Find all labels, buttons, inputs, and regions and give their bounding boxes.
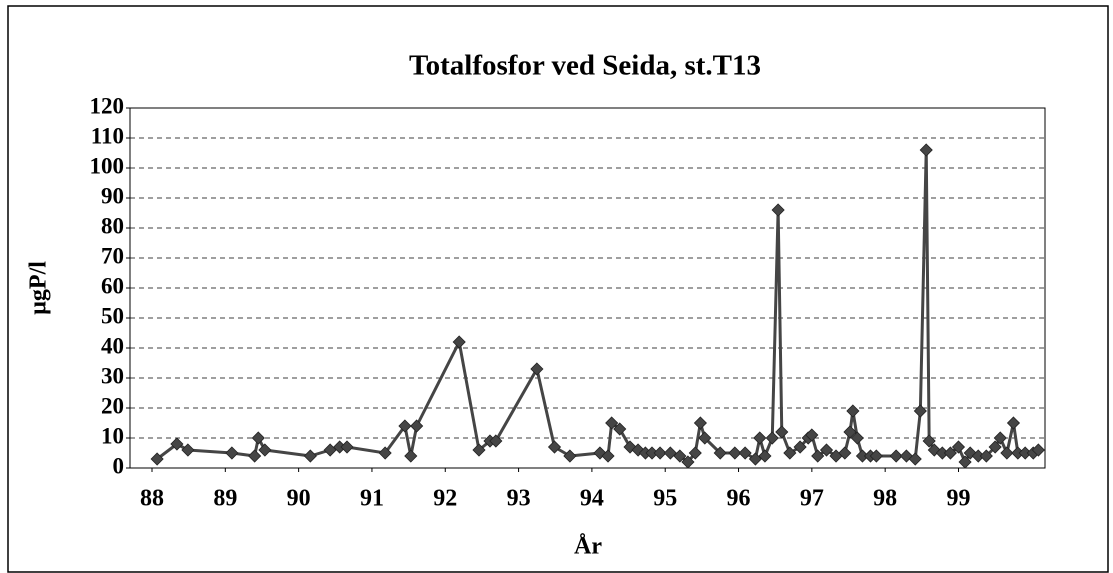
data-point bbox=[170, 437, 184, 451]
x-tick-label: 97 bbox=[800, 486, 824, 512]
data-point bbox=[988, 440, 1002, 454]
x-axis-label: År bbox=[574, 534, 602, 560]
data-point bbox=[713, 446, 727, 460]
data-point bbox=[601, 449, 615, 463]
data-point bbox=[693, 416, 707, 430]
y-tick-label: 0 bbox=[113, 453, 125, 478]
data-point bbox=[793, 440, 807, 454]
data-point bbox=[738, 446, 752, 460]
data-point bbox=[869, 449, 883, 463]
x-tick-label: 99 bbox=[946, 486, 970, 512]
data-point bbox=[673, 449, 687, 463]
data-point bbox=[951, 440, 966, 454]
data-point bbox=[1031, 443, 1045, 457]
x-tick-label: 89 bbox=[213, 486, 237, 512]
y-tick-label: 110 bbox=[91, 123, 124, 148]
data-point bbox=[838, 446, 852, 460]
y-tick-label: 10 bbox=[101, 423, 124, 448]
x-tick-label: 95 bbox=[653, 486, 677, 512]
data-point bbox=[452, 335, 466, 349]
y-tick-label: 60 bbox=[101, 273, 124, 298]
data-point bbox=[472, 443, 486, 457]
data-point bbox=[819, 443, 834, 457]
x-tick-label: 90 bbox=[287, 486, 311, 512]
data-point bbox=[775, 425, 789, 439]
x-tick-label: 94 bbox=[580, 486, 604, 512]
data-point bbox=[765, 431, 779, 445]
data-point bbox=[681, 455, 695, 469]
data-point bbox=[783, 446, 797, 460]
data-point bbox=[181, 443, 195, 457]
y-tick-label: 30 bbox=[101, 363, 124, 388]
data-point bbox=[805, 428, 819, 442]
data-point bbox=[251, 431, 265, 445]
data-point bbox=[605, 416, 619, 430]
data-point bbox=[943, 446, 957, 460]
data-point bbox=[653, 446, 667, 460]
x-tick-label: 91 bbox=[360, 486, 384, 512]
data-point bbox=[771, 203, 785, 217]
data-point bbox=[758, 449, 772, 463]
y-tick-label: 120 bbox=[90, 93, 125, 118]
data-point bbox=[913, 404, 927, 418]
y-tick-label: 20 bbox=[101, 393, 124, 418]
data-point bbox=[563, 449, 577, 463]
x-tick-label: 98 bbox=[873, 486, 897, 512]
y-tick-label: 50 bbox=[101, 303, 124, 328]
data-point bbox=[979, 449, 993, 463]
data-point bbox=[846, 404, 860, 418]
chart-title: Totalfosfor ved Seida, st.T13 bbox=[409, 50, 761, 82]
data-point bbox=[843, 425, 857, 439]
data-point bbox=[908, 452, 922, 466]
data-point bbox=[225, 446, 239, 460]
x-tick-label: 93 bbox=[507, 486, 531, 512]
data-point bbox=[613, 422, 627, 436]
data-point bbox=[728, 446, 742, 460]
data-point bbox=[547, 440, 562, 454]
x-tick-label: 96 bbox=[727, 486, 751, 512]
data-point bbox=[303, 449, 317, 463]
data-point bbox=[258, 443, 272, 457]
data-point bbox=[530, 362, 544, 376]
data-point bbox=[698, 431, 712, 445]
data-point bbox=[753, 431, 767, 445]
data-point bbox=[919, 143, 933, 157]
x-tick-label: 88 bbox=[140, 486, 164, 512]
y-tick-label: 70 bbox=[101, 243, 124, 268]
y-tick-label: 100 bbox=[90, 153, 125, 178]
data-point bbox=[993, 431, 1007, 445]
data-point bbox=[340, 440, 354, 454]
x-tick-label: 92 bbox=[433, 486, 457, 512]
data-point bbox=[248, 449, 262, 463]
y-tick-label: 90 bbox=[101, 183, 124, 208]
y-axis-label: µgP/l bbox=[26, 261, 52, 315]
data-point bbox=[889, 449, 903, 463]
data-point bbox=[922, 434, 936, 448]
data-point bbox=[398, 419, 412, 433]
data-point bbox=[688, 446, 702, 460]
plot-area bbox=[129, 107, 1046, 469]
data-point bbox=[1000, 446, 1014, 460]
y-tick-label: 40 bbox=[101, 333, 124, 358]
data-point bbox=[150, 452, 164, 466]
data-point bbox=[850, 431, 864, 445]
data-point bbox=[958, 455, 972, 469]
data-point bbox=[489, 434, 503, 448]
data-point bbox=[811, 449, 825, 463]
data-point bbox=[1006, 416, 1021, 430]
y-tick-label: 80 bbox=[101, 213, 124, 238]
data-point bbox=[404, 449, 418, 463]
data-point bbox=[378, 446, 392, 460]
data-point bbox=[410, 419, 424, 433]
